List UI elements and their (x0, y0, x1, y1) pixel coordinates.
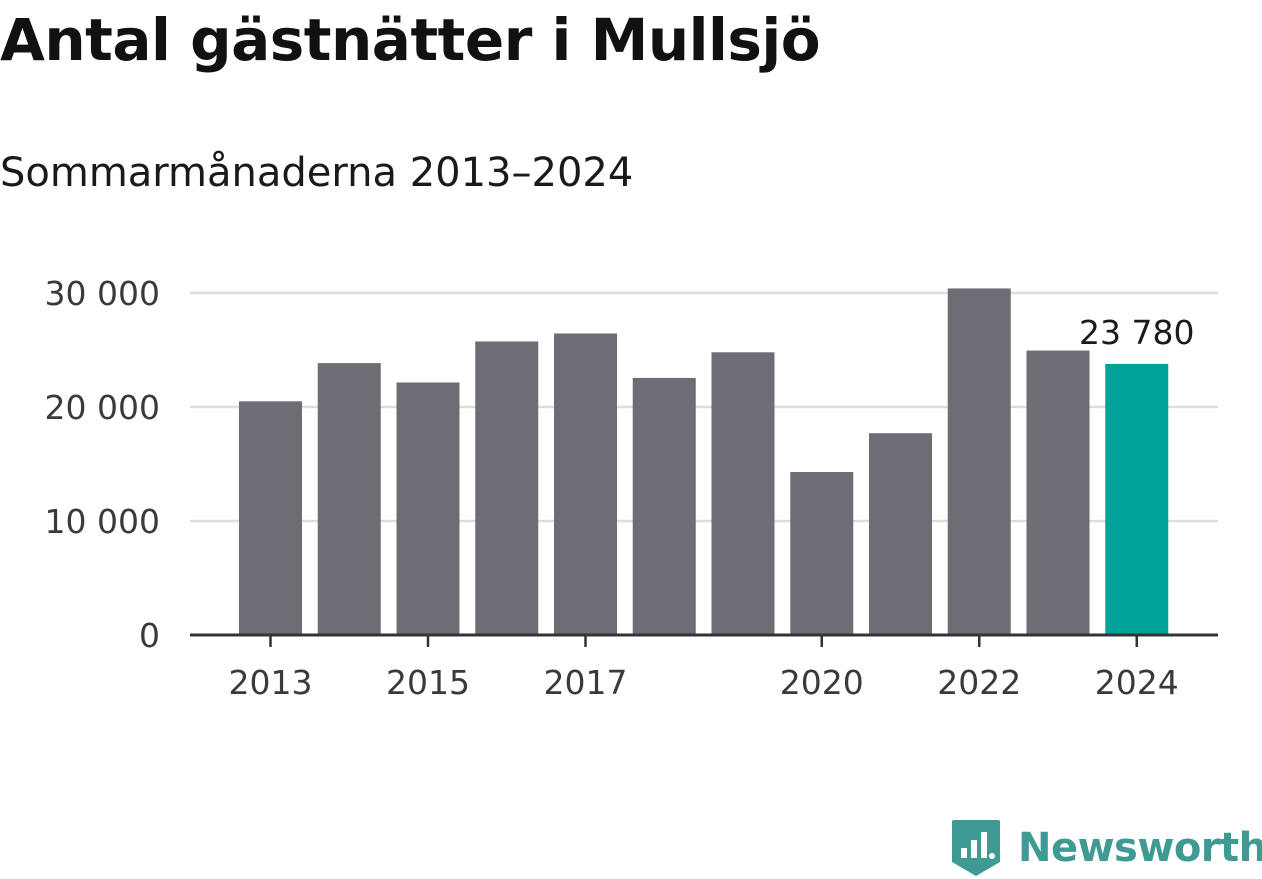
bar-2015 (396, 382, 460, 635)
x-tick-label: 2024 (1095, 663, 1179, 702)
bar-2019 (711, 352, 775, 635)
bar-2021 (869, 433, 932, 635)
chart-title: Antal gästnätter i Mullsjö (0, 6, 821, 74)
bar-2023 (1026, 350, 1090, 635)
x-tick-label: 2020 (780, 663, 864, 702)
x-tick-label: 2022 (937, 663, 1021, 702)
brand-name: Newsworthy (1018, 825, 1262, 871)
x-tick-label: 2013 (229, 663, 313, 702)
data-labels: 23 780 (1079, 313, 1194, 352)
bar-2014 (317, 363, 381, 635)
y-tick-label: 30 000 (45, 274, 160, 313)
bars (239, 288, 1169, 635)
y-tick-label: 0 (139, 616, 160, 655)
chart-subtitle: Sommarmånaderna 2013–2024 (0, 150, 634, 196)
brand-footer: Newsworthy (950, 818, 1262, 878)
data-label: 23 780 (1079, 313, 1194, 352)
y-tick-label: 10 000 (45, 502, 160, 541)
y-axis-tick-labels: 0 10 000 20 000 30 000 (45, 274, 160, 655)
bar-2024 (1105, 363, 1169, 635)
bar-2013 (239, 401, 302, 635)
x-axis (190, 633, 1218, 647)
bar-2016 (475, 341, 539, 635)
x-axis-tick-labels: 2013 2015 2017 2020 2022 2024 (229, 663, 1179, 702)
newsworthy-logo-icon (952, 820, 1000, 876)
bar-2018 (632, 377, 696, 635)
bar-2017 (554, 333, 617, 635)
x-tick-label: 2017 (544, 663, 628, 702)
y-tick-label: 20 000 (45, 388, 160, 427)
x-tick-label: 2015 (386, 663, 470, 702)
bar-2020 (790, 471, 854, 635)
bar-2022 (947, 288, 1011, 635)
